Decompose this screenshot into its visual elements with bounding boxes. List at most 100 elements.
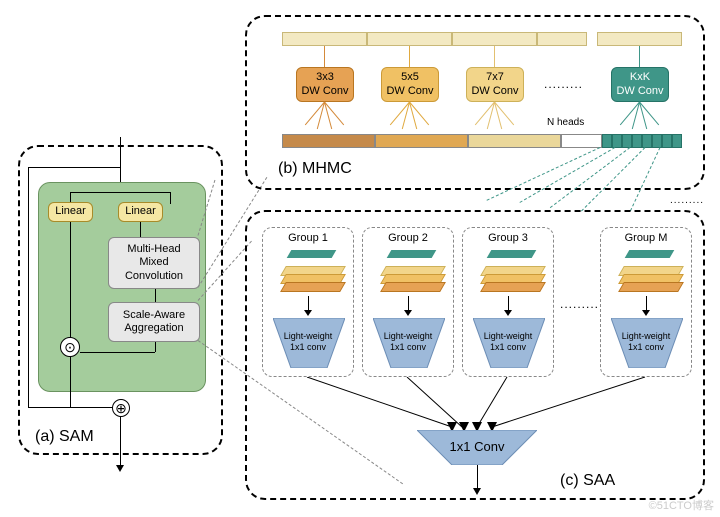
bottom-bar bbox=[282, 134, 682, 148]
conv-kxk: KxK DW Conv bbox=[611, 67, 669, 102]
linear-box-2: Linear bbox=[118, 202, 163, 222]
a-7x7-in bbox=[494, 46, 495, 67]
conv-3x3: 3x3 DW Conv bbox=[296, 67, 354, 102]
gm-trap-l1: Light-weight bbox=[601, 331, 691, 342]
dot-product: ⊙ bbox=[60, 337, 80, 357]
g3-arrowhead bbox=[504, 310, 512, 316]
mhmc-line3: Convolution bbox=[125, 270, 183, 283]
g1-trap-l1: Light-weight bbox=[263, 331, 353, 342]
saa-out-line bbox=[477, 465, 478, 490]
g3-arrow bbox=[508, 296, 509, 311]
gm-teal bbox=[625, 250, 675, 258]
conv-kxk-l1: KxK bbox=[630, 71, 650, 84]
skip-h1 bbox=[28, 167, 121, 168]
saa-block: Scale-Aware Aggregation bbox=[108, 302, 200, 342]
top-seg-2 bbox=[367, 32, 452, 46]
g3-trap-l1: Light-weight bbox=[463, 331, 553, 342]
g1-arrowhead bbox=[304, 310, 312, 316]
gm-arrowhead bbox=[642, 310, 650, 316]
conv-3x3-l2: DW Conv bbox=[301, 85, 348, 98]
converge-lines bbox=[247, 377, 707, 432]
sam-panel: Linear Linear Multi-Head Mixed Convoluti… bbox=[18, 145, 223, 455]
sam-out-line bbox=[120, 417, 121, 467]
sam-label: (a) SAM bbox=[35, 428, 94, 446]
g2-teal bbox=[387, 250, 437, 258]
bottom-conv-label: 1x1 Conv bbox=[417, 439, 537, 455]
saa-to-dot-h bbox=[80, 352, 155, 353]
groups-row: Group 1 Light-weight 1x1 conv Group 2 Li… bbox=[262, 227, 692, 377]
group-3-label: Group 3 bbox=[463, 232, 553, 245]
g1-trap-l2: 1x1 conv bbox=[263, 342, 353, 353]
top-seg-3 bbox=[452, 32, 537, 46]
linear-2-label: Linear bbox=[125, 205, 156, 218]
gm-l3 bbox=[618, 282, 684, 292]
mhmc-to-saa bbox=[155, 289, 156, 302]
conv-7x7: 7x7 DW Conv bbox=[466, 67, 524, 102]
conv-kxk-l2: DW Conv bbox=[616, 85, 663, 98]
sam-split-v2 bbox=[170, 192, 171, 204]
g1-arrow bbox=[308, 296, 309, 311]
gm-trap-l2: 1x1 conv bbox=[601, 342, 691, 353]
fan-5x5 bbox=[382, 102, 438, 134]
linear-1-label: Linear bbox=[55, 205, 86, 218]
conv-5x5-l1: 5x5 bbox=[401, 71, 419, 84]
skip-v bbox=[28, 167, 29, 407]
saa-label: (c) SAA bbox=[560, 472, 615, 490]
lin1-to-dot bbox=[70, 222, 71, 337]
conv-5x5-l2: DW Conv bbox=[386, 85, 433, 98]
top-seg-4 bbox=[537, 32, 587, 46]
fan-kxk bbox=[612, 102, 668, 134]
g2-arrow bbox=[408, 296, 409, 311]
g2-l3 bbox=[380, 282, 446, 292]
g3-teal bbox=[487, 250, 537, 258]
top-seg-1 bbox=[282, 32, 367, 46]
lin2-to-mhmc bbox=[140, 222, 141, 237]
fan-7x7 bbox=[467, 102, 523, 134]
group-m-label: Group M bbox=[601, 232, 691, 245]
n-heads-label: N heads bbox=[547, 117, 584, 129]
a-5x5-in bbox=[409, 46, 410, 67]
linear-box-1: Linear bbox=[48, 202, 93, 222]
saa-out-arrow bbox=[473, 488, 481, 495]
g3-trap-l2: 1x1 conv bbox=[463, 342, 553, 353]
top-bar bbox=[282, 32, 682, 46]
a-kxk-in bbox=[639, 46, 640, 67]
sam-out-arrow bbox=[116, 465, 124, 472]
mhmc-dots: ......... bbox=[544, 77, 583, 91]
conv-5x5: 5x5 DW Conv bbox=[381, 67, 439, 102]
saa-line1: Scale-Aware bbox=[123, 309, 185, 322]
mhmc-line1: Multi-Head bbox=[127, 243, 180, 256]
teal-dots-out: ......... bbox=[670, 195, 704, 206]
fan-3x3 bbox=[297, 102, 353, 134]
conv-7x7-l2: DW Conv bbox=[471, 85, 518, 98]
top-seg-5 bbox=[597, 32, 682, 46]
g2-trap-l1: Light-weight bbox=[363, 331, 453, 342]
g1-l3 bbox=[280, 282, 346, 292]
group-3: Group 3 Light-weight 1x1 conv bbox=[462, 227, 554, 377]
gm-arrow bbox=[646, 296, 647, 311]
g1-teal bbox=[287, 250, 337, 258]
dot-to-plus-v bbox=[70, 357, 71, 407]
mhmc-block: Multi-Head Mixed Convolution bbox=[108, 237, 200, 289]
saa-line2: Aggregation bbox=[124, 322, 183, 335]
group-2-label: Group 2 bbox=[363, 232, 453, 245]
plus-circle: ⊕ bbox=[112, 399, 130, 417]
mhmc-label: (b) MHMC bbox=[278, 160, 352, 178]
group-1: Group 1 Light-weight 1x1 conv bbox=[262, 227, 354, 377]
g2-trap-l2: 1x1 conv bbox=[363, 342, 453, 353]
conv-7x7-l1: 7x7 bbox=[486, 71, 504, 84]
skip-h2 bbox=[28, 407, 120, 408]
saa-to-dot-v bbox=[155, 342, 156, 352]
sam-split-h bbox=[70, 192, 170, 193]
a-3x3-in bbox=[324, 46, 325, 67]
group-2: Group 2 Light-weight 1x1 conv bbox=[362, 227, 454, 377]
mhmc-line2: Mixed bbox=[139, 256, 168, 269]
watermark: ©51CTO博客 bbox=[649, 497, 714, 513]
group-m: Group M Light-weight 1x1 conv bbox=[600, 227, 692, 377]
group-1-label: Group 1 bbox=[263, 232, 353, 245]
conv-3x3-l1: 3x3 bbox=[316, 71, 334, 84]
g2-arrowhead bbox=[404, 310, 412, 316]
g3-l3 bbox=[480, 282, 546, 292]
sam-input-line bbox=[120, 137, 121, 182]
saa-dots: ......... bbox=[560, 297, 599, 311]
